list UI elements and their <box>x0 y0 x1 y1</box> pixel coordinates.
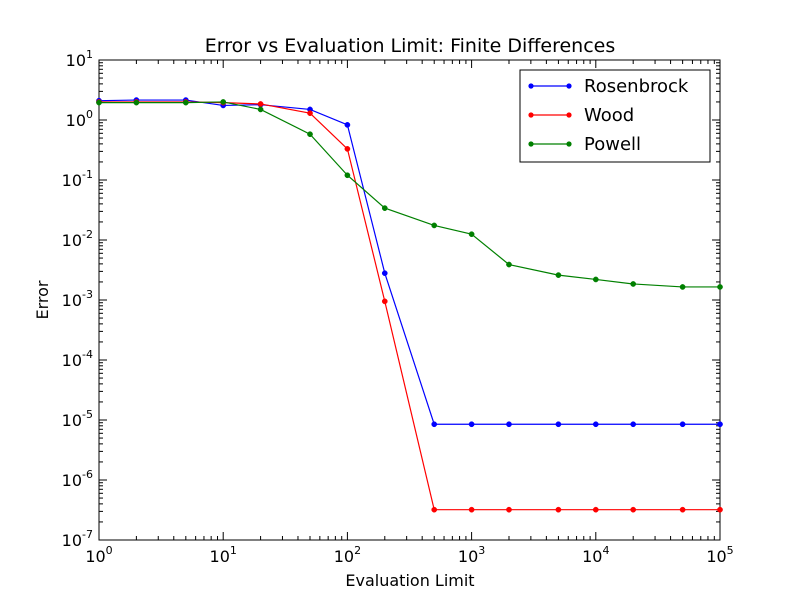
data-point-wood <box>506 506 512 513</box>
legend-swatch-marker <box>566 141 572 147</box>
legend-label: Wood <box>584 105 634 126</box>
data-point-wood <box>717 506 723 513</box>
data-point-rosenbrock <box>592 421 599 428</box>
data-point-powell <box>592 276 599 283</box>
data-point-rosenbrock <box>679 421 686 428</box>
data-point-rosenbrock <box>555 421 562 428</box>
legend-box <box>519 69 711 163</box>
series-group <box>96 97 723 513</box>
data-point-wood <box>592 506 599 513</box>
y-axis-title: Error <box>33 280 52 319</box>
legend-item-powell: Powell <box>528 134 641 155</box>
data-point-wood <box>307 110 313 117</box>
data-point-rosenbrock <box>717 421 723 428</box>
data-point-powell <box>506 261 512 268</box>
data-point-wood <box>381 298 388 305</box>
y-tick-labels: 10-7 10-6 10-5 10-4 10-3 10-2 10-1 100 101 <box>62 48 93 550</box>
data-point-rosenbrock <box>630 421 637 428</box>
data-point-powell <box>468 231 475 238</box>
x-tick-label: 103 <box>458 544 485 566</box>
data-point-rosenbrock <box>468 421 475 428</box>
minor-ticks <box>99 60 720 540</box>
x-tick-label: 101 <box>210 544 237 566</box>
data-point-powell <box>344 172 351 179</box>
series-powell <box>96 99 723 290</box>
y-tick-label: 10-4 <box>62 348 93 370</box>
legend: Rosenbrock Wood Powell <box>519 69 711 163</box>
data-point-powell <box>182 99 189 106</box>
x-tick-labels: 100 101 102 103 104 105 <box>85 544 733 566</box>
series-line-wood <box>99 101 720 511</box>
data-point-wood <box>630 506 637 513</box>
y-tick-label: 10-5 <box>62 408 93 430</box>
data-point-powell <box>381 205 388 211</box>
data-point-powell <box>220 99 227 105</box>
series-line-powell <box>99 101 720 288</box>
data-point-powell <box>555 272 562 278</box>
legend-label: Rosenbrock <box>584 76 689 97</box>
data-point-wood <box>344 146 351 152</box>
x-tick-label: 105 <box>706 544 733 566</box>
data-point-wood <box>468 506 475 513</box>
data-point-rosenbrock <box>431 421 438 428</box>
data-point-rosenbrock <box>344 122 351 128</box>
data-point-powell <box>630 281 637 287</box>
legend-swatch-marker <box>566 112 572 118</box>
y-tick-label: 10-7 <box>62 528 93 550</box>
data-point-wood <box>679 506 686 513</box>
legend-item-wood: Wood <box>528 105 634 126</box>
chart-title: Error vs Evaluation Limit: Finite Differ… <box>205 35 616 57</box>
data-point-powell <box>717 284 723 290</box>
data-point-wood <box>555 506 562 513</box>
data-point-wood <box>257 101 264 107</box>
x-tick-label: 102 <box>334 544 361 566</box>
major-ticks <box>98 59 721 541</box>
legend-swatch-marker <box>528 141 534 147</box>
y-tick-label: 101 <box>66 48 93 70</box>
data-point-powell <box>431 222 438 229</box>
legend-swatch-marker <box>528 83 534 89</box>
legend-swatch-marker <box>566 83 572 89</box>
data-point-powell <box>257 106 264 113</box>
y-tick-label: 100 <box>66 108 93 130</box>
legend-label: Powell <box>584 134 641 155</box>
data-point-powell <box>133 99 140 106</box>
data-point-wood <box>431 506 438 513</box>
x-tick-label: 104 <box>582 544 609 566</box>
x-tick-label: 100 <box>85 544 112 566</box>
data-point-powell <box>679 284 686 290</box>
data-point-powell <box>96 99 102 106</box>
data-point-rosenbrock <box>381 270 388 277</box>
y-tick-label: 10-1 <box>62 168 93 190</box>
y-tick-label: 10-3 <box>62 288 93 310</box>
data-point-powell <box>307 131 313 138</box>
data-point-rosenbrock <box>506 421 512 428</box>
x-axis-title: Evaluation Limit <box>345 571 474 590</box>
legend-item-rosenbrock: Rosenbrock <box>528 76 689 97</box>
legend-swatch-marker <box>528 112 534 118</box>
y-tick-label: 10-6 <box>62 468 93 490</box>
y-tick-label: 10-2 <box>62 228 93 250</box>
